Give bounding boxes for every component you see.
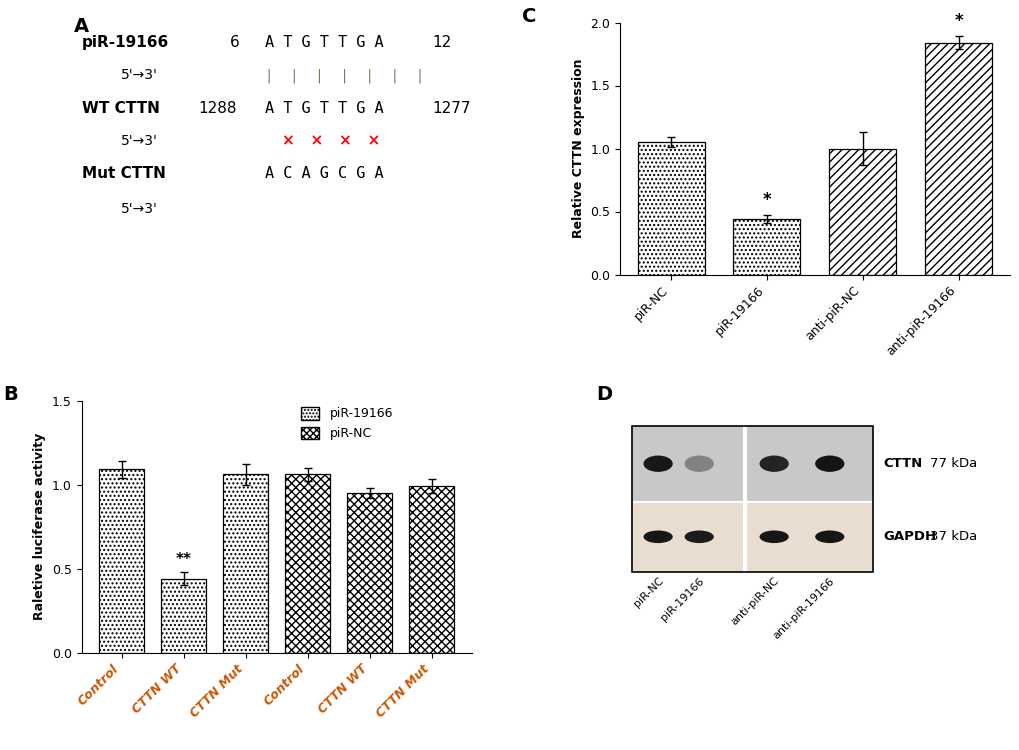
Ellipse shape (684, 530, 713, 543)
Text: 37 kDa: 37 kDa (929, 530, 976, 543)
Text: 77 kDa: 77 kDa (929, 458, 976, 470)
Text: A T G T T G A: A T G T T G A (265, 35, 383, 50)
Text: C: C (522, 8, 536, 26)
Text: D: D (596, 386, 612, 404)
Ellipse shape (684, 455, 713, 472)
Bar (99, 470, 144, 652)
Bar (631, 502, 872, 572)
Text: Mut CTTN: Mut CTTN (82, 166, 165, 182)
Ellipse shape (643, 455, 673, 472)
Text: *: * (954, 12, 962, 30)
Ellipse shape (643, 530, 673, 543)
Text: anti-piR-19166: anti-piR-19166 (771, 576, 836, 640)
Text: 6: 6 (229, 35, 239, 50)
Ellipse shape (814, 530, 844, 543)
Text: A C A G C G A: A C A G C G A (265, 166, 383, 182)
Bar (631, 426, 872, 502)
Text: **: ** (175, 552, 192, 567)
Text: 12: 12 (432, 35, 451, 50)
Ellipse shape (814, 455, 844, 472)
Bar (924, 43, 991, 274)
Text: 5'→3': 5'→3' (120, 68, 157, 82)
Ellipse shape (759, 530, 788, 543)
Text: 1288: 1288 (199, 100, 236, 116)
Bar (346, 493, 391, 652)
Bar (161, 578, 206, 652)
Text: ×   ×   ×   ×: × × × × (282, 134, 380, 148)
Text: piR-19166: piR-19166 (658, 576, 705, 622)
Text: piR-19166: piR-19166 (82, 35, 169, 50)
Text: *: * (762, 191, 770, 209)
Bar (637, 142, 704, 274)
Text: |  |  |  |  |  |  |: | | | | | | | (265, 68, 424, 82)
Ellipse shape (759, 455, 788, 472)
Text: CTTN: CTTN (882, 458, 921, 470)
Text: piR-NC: piR-NC (631, 576, 664, 609)
Bar (223, 475, 268, 652)
Legend: piR-19166, piR-NC: piR-19166, piR-NC (296, 402, 397, 445)
Text: A T G T T G A: A T G T T G A (265, 100, 383, 116)
Text: B: B (4, 386, 18, 404)
Text: 5'→3': 5'→3' (120, 134, 157, 148)
Bar (409, 486, 453, 652)
Bar (828, 148, 896, 274)
Text: GAPDH: GAPDH (882, 530, 935, 543)
Y-axis label: Raletive luciferase activity: Raletive luciferase activity (34, 433, 46, 620)
Text: anti-piR-NC: anti-piR-NC (729, 576, 781, 627)
Text: 5'→3': 5'→3' (120, 202, 157, 216)
Y-axis label: Relative CTTN expression: Relative CTTN expression (571, 58, 584, 238)
Text: 1277: 1277 (432, 100, 471, 116)
Bar (631, 426, 872, 572)
Text: A: A (73, 17, 89, 37)
Text: WT CTTN: WT CTTN (82, 100, 159, 116)
Bar (285, 475, 329, 652)
Bar (733, 219, 800, 274)
